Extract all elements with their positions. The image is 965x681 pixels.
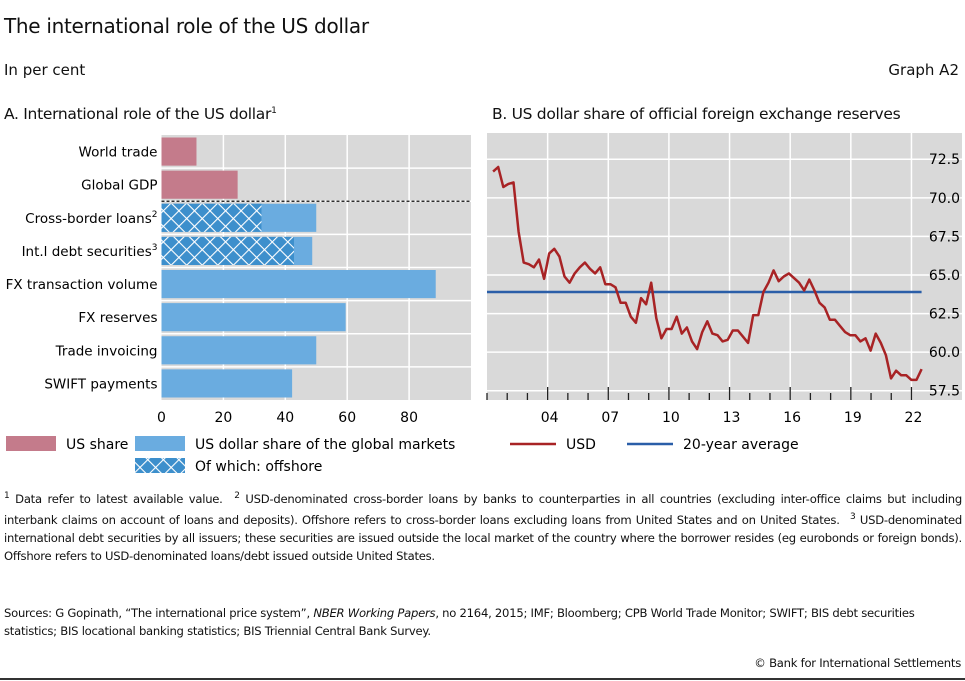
category-label: FX transaction volume bbox=[6, 277, 158, 293]
x-tick-label: 13 bbox=[723, 410, 741, 426]
x-tick-label: 0 bbox=[157, 410, 166, 426]
bar-usd-global bbox=[161, 270, 436, 299]
bar-usd-global bbox=[161, 369, 293, 398]
y-tick-label: 67.5 bbox=[929, 229, 960, 245]
bar-us-share bbox=[161, 170, 238, 199]
y-tick-label: 70.0 bbox=[929, 191, 960, 207]
legend-label-average: 20-year average bbox=[683, 437, 799, 453]
category-label: Cross-border loans2 bbox=[25, 210, 157, 227]
footnote-3: 3 USD-denominated international debt sec… bbox=[4, 512, 963, 564]
footnotes: 1 Data refer to latest available value. … bbox=[4, 487, 962, 566]
y-tick-label: 72.5 bbox=[929, 152, 960, 168]
category-label: Global GDP bbox=[81, 178, 157, 194]
legend-label-usd-global: US dollar share of the global markets bbox=[195, 437, 455, 453]
y-tick-label: 65.0 bbox=[929, 268, 960, 284]
category-label: Int.l debt securities3 bbox=[22, 243, 158, 260]
y-tick-label: 60.0 bbox=[929, 345, 960, 361]
category-label: World trade bbox=[79, 145, 158, 161]
unit-label: In per cent bbox=[4, 61, 86, 79]
bar-usd-global bbox=[161, 303, 346, 332]
panel-a-title: A. International role of the US dollar1 bbox=[4, 105, 277, 123]
bar-usd-global bbox=[161, 336, 317, 365]
x-tick-label: 22 bbox=[905, 410, 923, 426]
legends: US share US dollar share of the global ma… bbox=[6, 436, 799, 475]
bar-us-share bbox=[161, 137, 197, 166]
panel-a-chart: 0 20 40 60 80 World trade Global GDP Cross-bord… bbox=[6, 135, 471, 426]
x-tick-label: 20 bbox=[214, 410, 232, 426]
plot-background bbox=[487, 133, 962, 400]
legend-swatch-offshore bbox=[135, 458, 185, 473]
x-tick-label: 04 bbox=[541, 410, 559, 426]
legend-label-us-share: US share bbox=[66, 437, 128, 453]
copyright: © Bank for International Settlements bbox=[754, 656, 961, 670]
legend-swatch-us-share bbox=[6, 436, 56, 451]
x-tick-label: 80 bbox=[400, 410, 418, 426]
usd-line bbox=[492, 165, 923, 382]
panel-a-title-sup: 1 bbox=[271, 105, 277, 116]
x-tick-label: 19 bbox=[844, 410, 862, 426]
legend-label-usd: USD bbox=[566, 437, 596, 453]
bar-offshore bbox=[161, 236, 294, 265]
bar-offshore bbox=[161, 203, 262, 232]
category-label: Trade invoicing bbox=[55, 343, 158, 359]
footnote-1: 1 Data refer to latest available value. bbox=[4, 491, 223, 506]
legend-label-offshore: Of which: offshore bbox=[195, 459, 322, 475]
legend-swatch-usd-global bbox=[135, 436, 185, 451]
y-tick-label: 62.5 bbox=[929, 307, 960, 323]
category-label: FX reserves bbox=[78, 310, 157, 326]
x-tick-label: 10 bbox=[662, 410, 680, 426]
y-tick-label: 57.5 bbox=[929, 384, 960, 400]
x-tick-label: 60 bbox=[338, 410, 356, 426]
graph-id: Graph A2 bbox=[888, 61, 959, 79]
panel-b-title: B. US dollar share of official foreign e… bbox=[492, 105, 901, 123]
panel-a-title-text: A. International role of the US dollar bbox=[4, 105, 272, 123]
x-tick-label: 07 bbox=[601, 410, 619, 426]
page-title: The international role of the US dollar bbox=[4, 14, 369, 38]
footnote-2: 2 USD-denominated cross-border loans by … bbox=[4, 491, 963, 527]
sources: Sources: G Gopinath, “The international … bbox=[4, 606, 915, 639]
x-tick-label: 16 bbox=[783, 410, 801, 426]
panel-b-chart: 57.5 60.0 62.5 65.0 67.5 70.0 72.5 04 07 10 13 16 19… bbox=[486, 133, 962, 426]
category-label: SWIFT payments bbox=[44, 376, 157, 392]
x-tick-label: 40 bbox=[276, 410, 294, 426]
bottom-rule bbox=[0, 678, 965, 680]
